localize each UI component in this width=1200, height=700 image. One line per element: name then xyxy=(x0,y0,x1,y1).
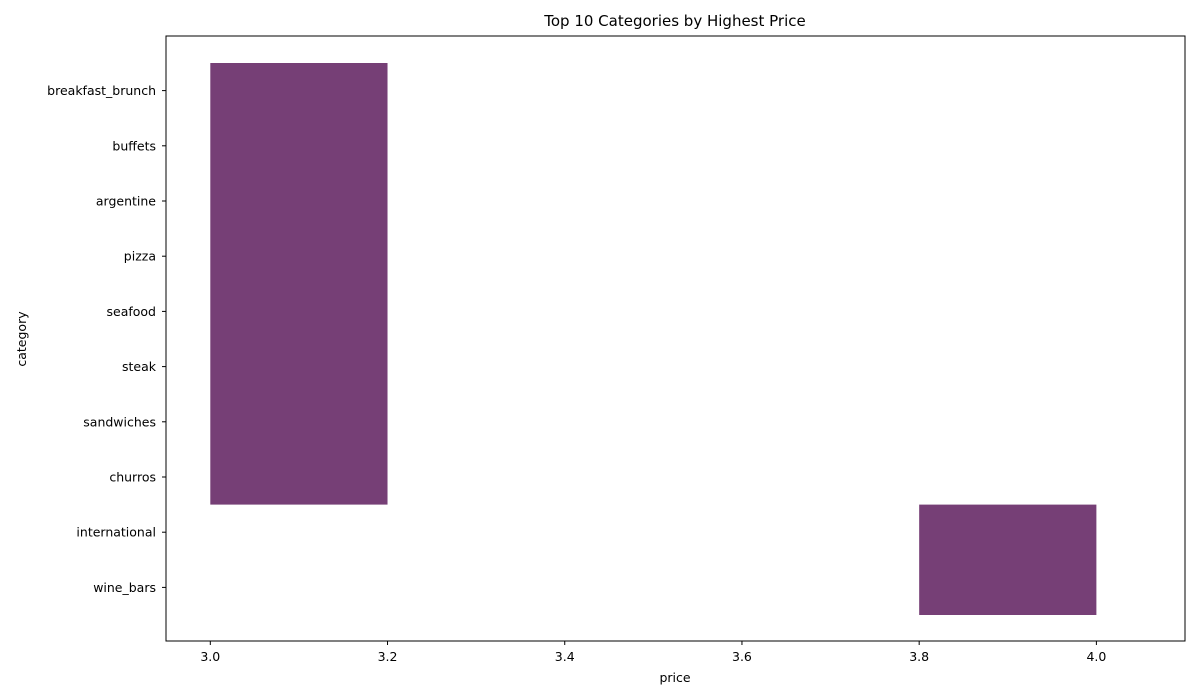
y-axis-label: category xyxy=(14,311,29,367)
y-tick-label: breakfast_brunch xyxy=(47,83,156,98)
x-axis-ticks: 3.0 3.2 3.4 3.6 3.8 4.0 xyxy=(200,641,1106,664)
y-tick-label: international xyxy=(76,525,156,540)
y-tick-label: steak xyxy=(122,359,157,374)
x-tick-label: 3.8 xyxy=(909,649,929,664)
x-tick-label: 3.2 xyxy=(378,649,398,664)
plot-frame xyxy=(165,35,1186,642)
y-tick-label: churros xyxy=(109,470,156,485)
y-tick-label: pizza xyxy=(124,249,156,264)
bars-layer xyxy=(210,63,1097,615)
x-axis-label: price xyxy=(659,670,690,685)
y-tick-label: wine_bars xyxy=(93,580,156,595)
y-tick-label: seafood xyxy=(107,304,157,319)
x-tick-label: 3.4 xyxy=(555,649,575,664)
x-tick-label: 4.0 xyxy=(1086,649,1106,664)
y-tick-label: sandwiches xyxy=(83,414,156,429)
bar xyxy=(919,504,1097,615)
y-tick-label: argentine xyxy=(96,194,156,209)
x-tick-label: 3.6 xyxy=(732,649,752,664)
bar xyxy=(210,63,388,505)
x-tick-label: 3.0 xyxy=(200,649,220,664)
chart-title: Top 10 Categories by Highest Price xyxy=(543,12,805,30)
y-tick-label: buffets xyxy=(112,138,156,153)
